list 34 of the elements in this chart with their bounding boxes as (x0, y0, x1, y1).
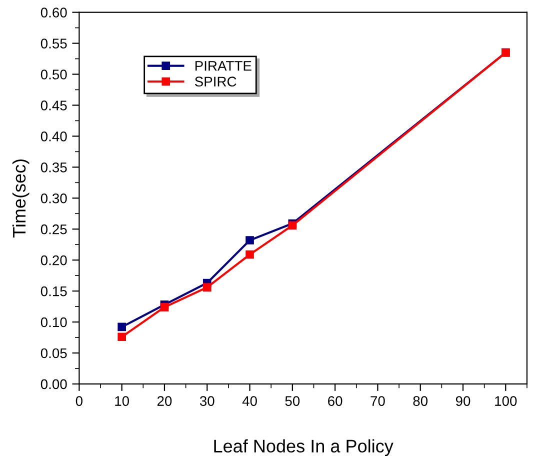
x-tick-label: 10 (115, 396, 130, 406)
y-tick-label: 0.15 (40, 286, 67, 296)
x-axis-title: Leaf Nodes In a Policy (214, 439, 394, 456)
point (246, 250, 254, 259)
y-tick-label: 0.40 (40, 132, 67, 142)
point (118, 322, 126, 332)
x-tick-label: 70 (370, 396, 385, 406)
y-tick-label: 0.50 (40, 70, 67, 80)
y-tick-label: 0.10 (40, 317, 67, 328)
point (160, 302, 169, 312)
y-tick-label: 0.30 (40, 193, 67, 204)
y-tick-label: 0.05 (40, 348, 67, 358)
y-tick-label: 0.20 (40, 255, 67, 266)
x-tick-label: 60 (328, 396, 342, 406)
legend-label: SPIRC (194, 76, 236, 87)
x-tick-label: 0 (76, 396, 82, 406)
x-tick-label: 20 (157, 396, 172, 406)
y-tick-label: 0.35 (40, 162, 67, 172)
y-tick-label: 0.45 (40, 100, 67, 110)
x-tick-label: 50 (285, 396, 300, 406)
point (246, 236, 254, 244)
y-tick-label: 0.25 (40, 224, 67, 234)
legend-label: PIRATTE (195, 61, 252, 71)
x-tick-label: 80 (413, 396, 428, 406)
x-tick-label: 90 (456, 396, 470, 406)
y-tick-label: 0.55 (40, 38, 67, 48)
y-tick-label: 0.60 (40, 8, 67, 18)
point (202, 283, 212, 292)
x-tick-label: 40 (242, 396, 257, 406)
x-tick-label: 30 (200, 396, 214, 406)
y-axis-title: Time(sec) (12, 159, 30, 238)
y-tick-label: 0.00 (40, 379, 67, 390)
point (118, 332, 126, 342)
x-tick-label: 100 (495, 396, 517, 406)
